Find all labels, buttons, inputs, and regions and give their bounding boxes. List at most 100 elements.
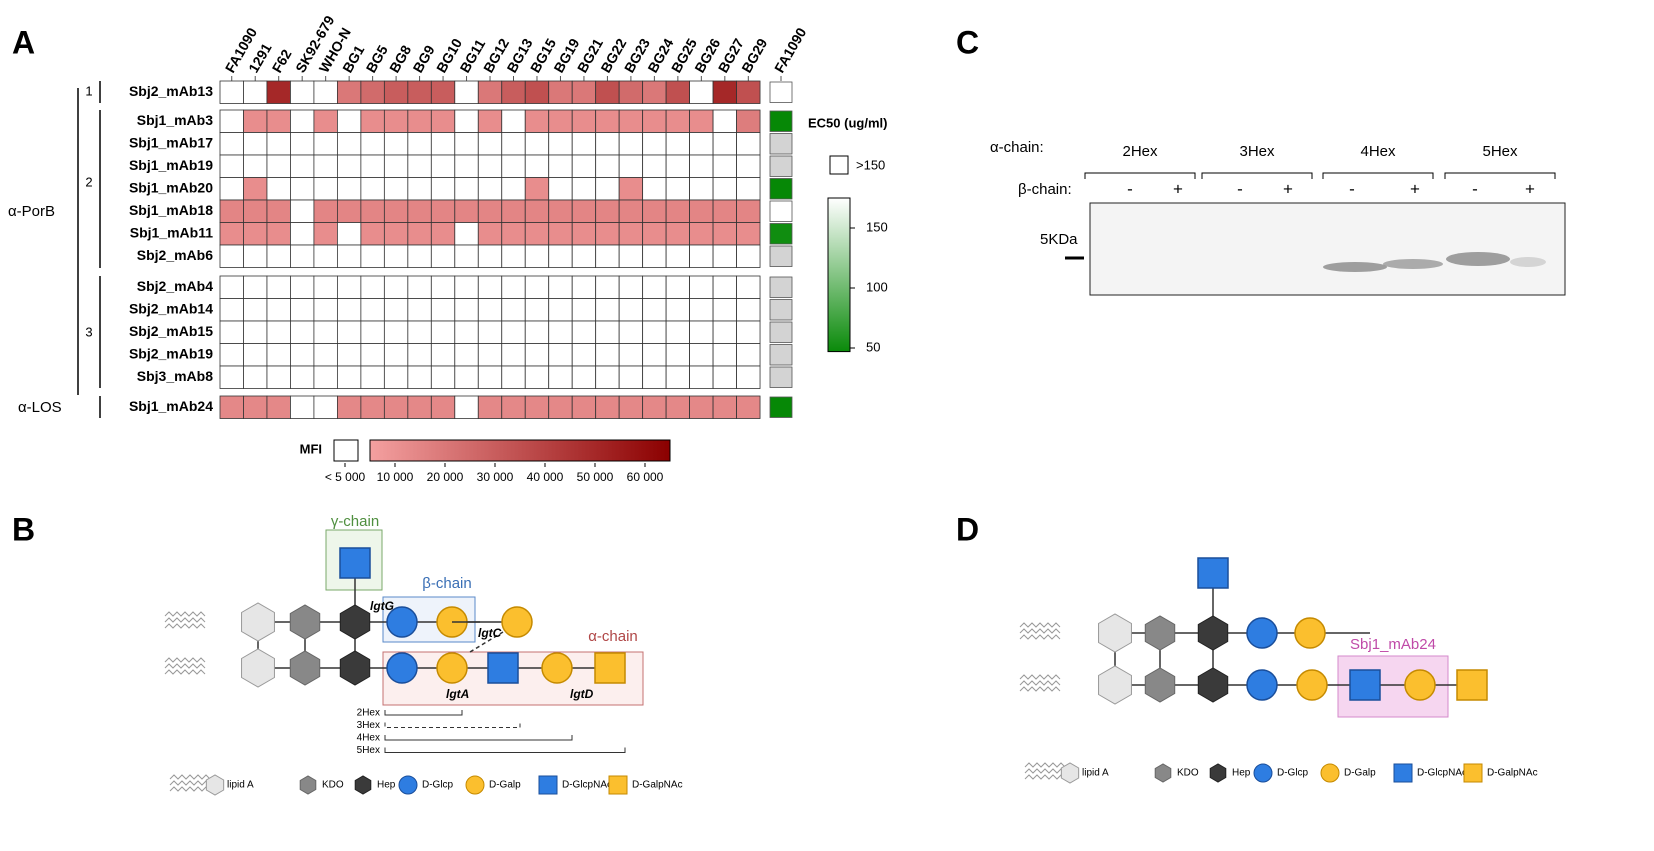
lane-label: 5Hex [1482, 143, 1518, 160]
heat-cell [266, 177, 291, 201]
heat-cell [571, 395, 597, 419]
blot-panel: α-chain: β-chain: 2Hex 3Hex 4Hex 5Hex - + - + - + - +… [990, 139, 1566, 296]
heat-cell [243, 109, 268, 133]
hexagon [1098, 613, 1132, 653]
heat-cell [336, 395, 362, 419]
heat-cell [689, 222, 714, 246]
heat-cell [266, 320, 291, 344]
heat-cell [642, 365, 667, 389]
heat-cell [712, 109, 737, 133]
heat-cell [219, 199, 244, 223]
heat-cell [454, 109, 479, 133]
heat-cell [501, 199, 526, 223]
glc [1246, 617, 1278, 649]
heat-cell [360, 298, 385, 322]
heat-cell [571, 365, 597, 389]
heat-cell [430, 395, 456, 419]
ec50-cell [769, 396, 793, 418]
heat-cell [336, 132, 362, 156]
glcnac [1349, 669, 1381, 701]
heat-cell [313, 365, 338, 389]
heat-cell [477, 177, 503, 201]
heat-cell [665, 109, 690, 133]
heat-cell [642, 80, 667, 104]
heat-cell [571, 275, 597, 299]
beta-sign: - [1127, 179, 1133, 198]
heat-cell [313, 199, 338, 223]
heat-cell [501, 298, 526, 322]
heat-cell [501, 395, 526, 419]
heat-cell [689, 244, 714, 268]
heat-cell [642, 320, 667, 344]
lipid-tail [169, 786, 211, 792]
heat-cell [243, 275, 268, 299]
heat-cell [290, 109, 315, 133]
heat-cell [290, 365, 315, 389]
hexagon [1154, 763, 1172, 783]
heatmap-panel: FA10901291F62SK92-679WHO-NBG1BG5BG8BG9BG… [8, 13, 888, 485]
group-label: 2 [85, 174, 92, 189]
heat-cell [219, 109, 244, 133]
heat-cell [454, 298, 479, 322]
heat-cell [383, 154, 409, 178]
heat-cell [266, 244, 291, 268]
heat-cell [243, 132, 268, 156]
heat-cell [524, 154, 550, 178]
beta-sign: - [1349, 179, 1355, 198]
heat-cell [313, 132, 338, 156]
heat-cell [501, 365, 526, 389]
heat-cell [665, 154, 690, 178]
heat-cell [689, 177, 714, 201]
lipid-tail [1019, 680, 1061, 686]
heat-cell [383, 275, 409, 299]
ec50-cell [769, 200, 793, 222]
heat-cell [266, 80, 291, 104]
row-label: Sbj1_mAb18 [129, 202, 213, 218]
heat-cell [290, 395, 315, 419]
band [1510, 257, 1546, 267]
heat-cell [336, 244, 362, 268]
heat-cell [336, 298, 362, 322]
heat-cell [383, 320, 409, 344]
heat-cell [571, 154, 597, 178]
heat-cell [243, 199, 268, 223]
heat-cell [313, 244, 338, 268]
glcnac [538, 775, 558, 795]
glcnac [1393, 763, 1413, 783]
tick-label: 20 000 [427, 470, 464, 484]
heat-cell [689, 199, 714, 223]
lipid-tail [1019, 628, 1061, 634]
row-label: Sbj2_mAb6 [137, 247, 213, 263]
target-label: α-LOS [18, 399, 62, 416]
heat-cell [360, 199, 385, 223]
heat-cell [219, 275, 244, 299]
legend-label: KDO [322, 780, 344, 791]
legend-label: lipid A [1082, 768, 1109, 779]
heat-cell [407, 177, 432, 201]
tick-label: 50 000 [577, 470, 614, 484]
gal [1294, 617, 1326, 649]
galnac [1463, 763, 1483, 783]
heat-cell [290, 199, 315, 223]
enzyme-label: lgtG [370, 599, 394, 613]
legend-label: D-GlcpNAc [1417, 768, 1467, 779]
enzyme-label: lgtA [446, 687, 469, 701]
heat-cell [712, 395, 737, 419]
heat-cell [689, 109, 714, 133]
heat-cell [501, 275, 526, 299]
heat-cell [430, 298, 456, 322]
legend-label: D-GalpNAc [1487, 768, 1538, 779]
heat-cell [407, 109, 432, 133]
ec50-cell [769, 344, 793, 366]
heat-cell [712, 343, 737, 367]
heat-cell [266, 343, 291, 367]
heat-cell [219, 365, 244, 389]
heat-cell [430, 109, 456, 133]
heat-cell [665, 343, 690, 367]
heat-cell [430, 80, 456, 104]
group-label: 3 [85, 324, 92, 339]
heat-cell [665, 244, 690, 268]
heat-cell [336, 275, 362, 299]
heat-cell [336, 199, 362, 223]
heat-cell [383, 80, 409, 104]
